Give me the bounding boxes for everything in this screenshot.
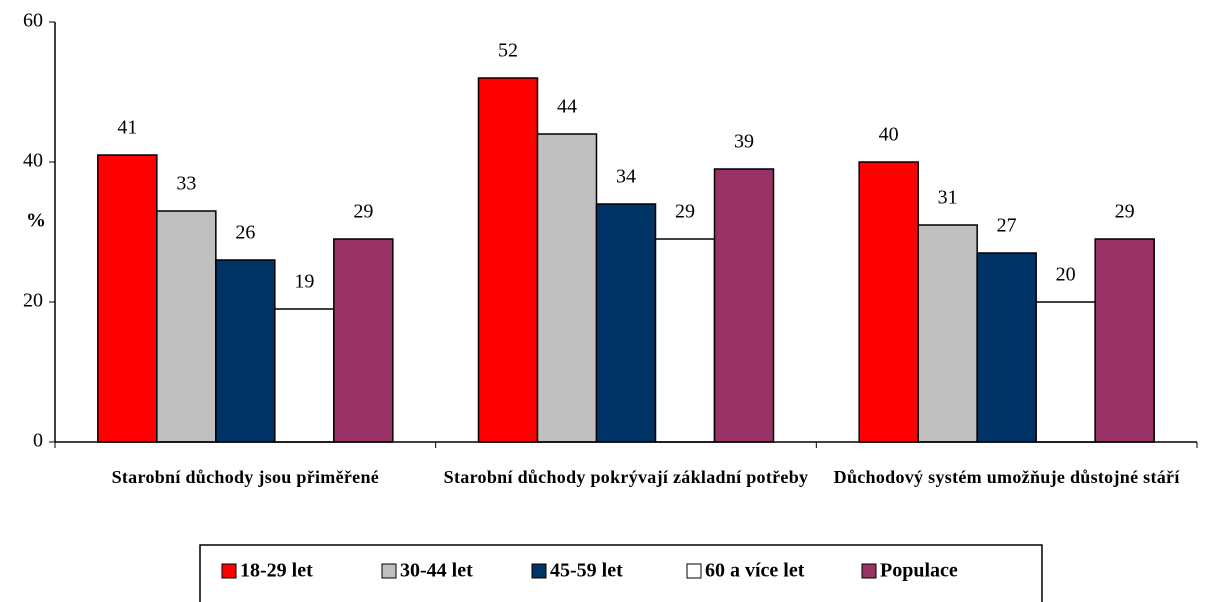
value-label: 19 [294, 271, 314, 293]
bar [156, 210, 217, 443]
value-label: 26 [235, 222, 255, 244]
x-tick-label: Starobní důchody pokrývají základní potř… [443, 467, 809, 487]
value-label: 34 [616, 166, 636, 188]
bar [976, 252, 1037, 443]
value-label: 31 [938, 187, 958, 209]
value-label: 29 [353, 201, 373, 223]
bar [858, 161, 919, 443]
bar [1094, 238, 1155, 443]
value-label: 20 [1056, 264, 1076, 286]
legend-label: 18-29 let [240, 560, 313, 582]
value-label: 40 [879, 124, 899, 146]
bar [654, 238, 716, 443]
value-label: 44 [557, 96, 577, 118]
legend-swatch [531, 563, 547, 579]
value-label: 29 [675, 201, 695, 223]
y-tick-label: 20 [23, 290, 43, 312]
value-label: 39 [734, 131, 754, 153]
bar [215, 259, 276, 443]
value-label: 41 [117, 117, 137, 139]
legend-label: 45-59 let [550, 560, 623, 582]
bar [917, 224, 978, 443]
legend-box [199, 544, 1043, 602]
y-tick-label: 40 [23, 150, 43, 172]
value-label: 27 [997, 215, 1017, 237]
legend-label: 60 a více let [705, 560, 805, 582]
legend-swatch [861, 563, 877, 579]
bar [274, 308, 335, 443]
x-tick-label: Starobní důchody jsou přiměřené [111, 467, 380, 487]
bar [595, 203, 657, 443]
legend-swatch [686, 563, 702, 579]
y-tick-label: 0 [33, 430, 43, 452]
legend-swatch [381, 563, 397, 579]
value-label: 33 [176, 173, 196, 195]
x-tick-label: Důchodový systém umožňuje důstojné stáří [833, 467, 1180, 487]
legend-label: Populace [880, 560, 958, 582]
bar [477, 77, 539, 443]
legend-swatch [221, 563, 237, 579]
bar [536, 133, 598, 443]
y-tick-label: 60 [23, 10, 43, 32]
bar [333, 238, 394, 443]
legend-label: 30-44 let [400, 560, 473, 582]
bar [713, 168, 775, 443]
value-label: 52 [498, 40, 518, 62]
bar [97, 154, 158, 443]
value-label: 29 [1115, 201, 1135, 223]
y-axis-label: % [26, 210, 46, 232]
bar [1035, 301, 1096, 443]
